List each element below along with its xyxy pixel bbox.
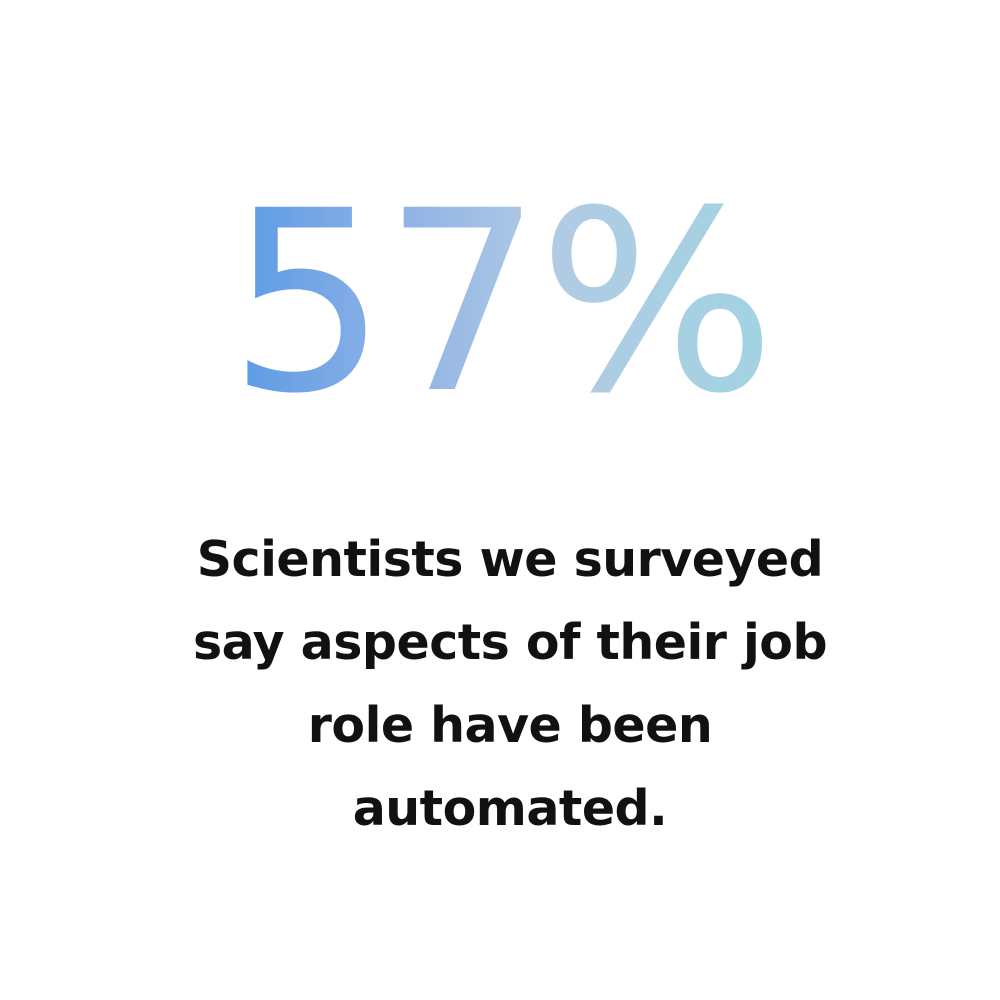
caption-line-1: Scientists we surveyed <box>196 531 824 588</box>
stat-percentage: 57% <box>0 178 1000 428</box>
caption-line-4: automated. <box>352 780 668 837</box>
caption-line-3: role have been <box>307 697 713 754</box>
stat-caption: Scientists we surveyed say aspects of th… <box>150 518 870 850</box>
caption-line-2: say aspects of their job <box>192 614 828 671</box>
